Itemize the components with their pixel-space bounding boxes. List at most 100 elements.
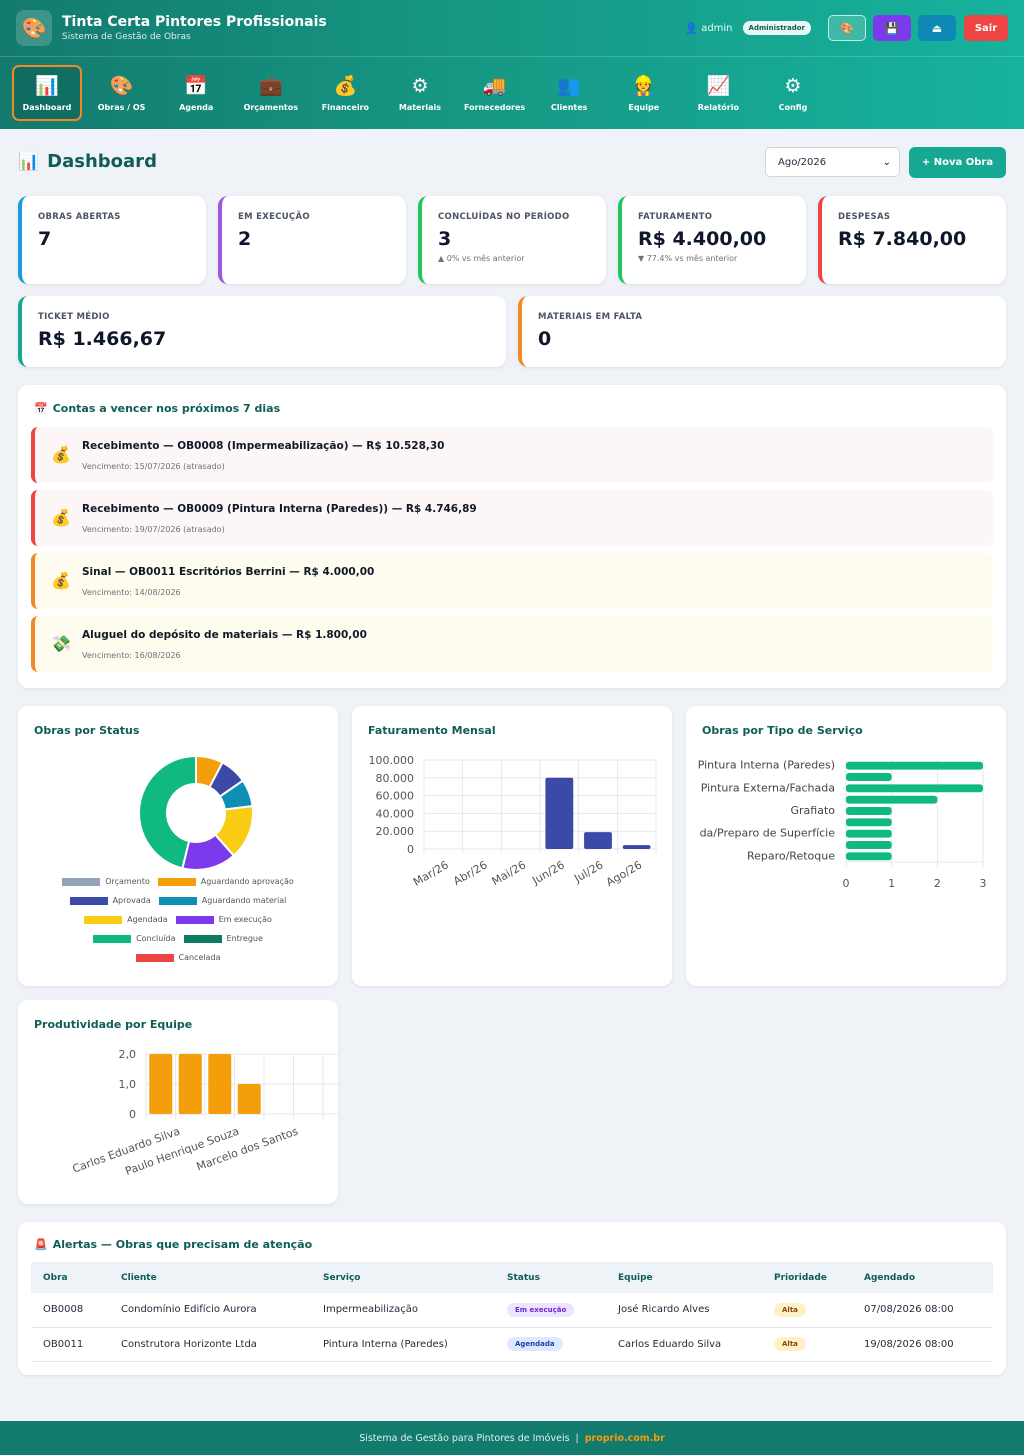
- alerts-title-text: Alertas — Obras que precisam de atenção: [52, 1238, 313, 1251]
- bar[interactable]: [178, 1054, 202, 1114]
- app-title: Tinta Certa Pintores Profissionais: [62, 14, 327, 30]
- footer-separator: |: [575, 1432, 579, 1444]
- nav-label: Fornecedores: [463, 103, 526, 112]
- cell-equipe: Carlos Eduardo Silva: [606, 1327, 762, 1362]
- legend-item[interactable]: Concluída: [93, 934, 176, 943]
- kpi-label: FATURAMENTO: [638, 212, 713, 222]
- legend-item[interactable]: Orçamento: [62, 877, 150, 886]
- nav-item-fornecedores[interactable]: 🚚 Fornecedores: [460, 65, 530, 121]
- nav-icon: 💼: [258, 75, 283, 97]
- new-obra-button[interactable]: + Nova Obra: [909, 147, 1006, 178]
- x-tick-label: Abr/26: [451, 858, 489, 888]
- chevron-down-icon: ⌄: [882, 156, 891, 168]
- legend-label: Entregue: [226, 934, 263, 943]
- bar[interactable]: [846, 852, 892, 861]
- y-tick-label: 0: [129, 1108, 136, 1121]
- x-tick-label: 0: [843, 877, 850, 890]
- bill-item[interactable]: 💰 Recebimento — OB0008 (Impermeabilizaçã…: [31, 427, 993, 483]
- bar[interactable]: [545, 777, 574, 849]
- bar[interactable]: [208, 1054, 232, 1114]
- role-badge: Administrador: [742, 21, 811, 35]
- nav-icon: 📅: [184, 75, 209, 97]
- status-donut-chart: [138, 754, 254, 871]
- bar[interactable]: [846, 773, 892, 781]
- theme-button[interactable]: 🎨: [828, 15, 866, 41]
- bill-due: Vencimento: 16/08/2026: [82, 651, 181, 660]
- kpi-despesas: DESPESAS R$ 7.840,00: [818, 196, 1006, 284]
- legend-item[interactable]: Aguardando material: [158, 896, 286, 905]
- bar[interactable]: [846, 761, 983, 770]
- bill-item[interactable]: 💰 Sinal — OB0011 Escritórios Berrini — R…: [31, 553, 993, 609]
- top-header: 🎨 Tinta Certa Pintores Profissionais Sis…: [0, 0, 1024, 129]
- nav-item-orçamentos[interactable]: 💼 Orçamentos: [236, 65, 306, 121]
- nav-label: Financeiro: [321, 103, 370, 112]
- nav-item-agenda[interactable]: 📅 Agenda: [161, 65, 231, 121]
- nav-item-clientes[interactable]: 👥 Clientes: [534, 65, 604, 121]
- y-tick-label: 2,0: [119, 1048, 137, 1061]
- legend-item[interactable]: Em execução: [175, 915, 272, 924]
- legend-item[interactable]: Entregue: [183, 934, 263, 943]
- col-header: Agendado: [852, 1262, 993, 1293]
- bar[interactable]: [584, 832, 612, 849]
- kpi-faturamento: FATURAMENTO R$ 4.400,00 ▼ 77.4% vs mês a…: [618, 196, 806, 284]
- table-row[interactable]: OB0008 Condomínio Edifício Aurora Imperm…: [31, 1293, 993, 1328]
- legend-item[interactable]: Aprovada: [69, 896, 151, 905]
- x-tick-label: Marcelo dos Santos: [195, 1125, 300, 1174]
- nav-item-materiais[interactable]: ⚙ Materiais: [385, 65, 455, 121]
- status-badge: Agendada: [507, 1337, 563, 1351]
- legend-item[interactable]: Cancelada: [135, 953, 220, 962]
- col-header: Serviço: [311, 1262, 495, 1293]
- nav-label: Orçamentos: [243, 103, 298, 112]
- bar[interactable]: [846, 784, 983, 793]
- brand: 🎨 Tinta Certa Pintores Profissionais Sis…: [16, 10, 327, 46]
- cell-agendado: 19/08/2026 08:00: [852, 1327, 993, 1362]
- pie-slice[interactable]: [138, 754, 197, 870]
- nav-item-dashboard[interactable]: 📊 Dashboard: [12, 65, 82, 121]
- table-row[interactable]: OB0011 Construtora Horizonte Ltda Pintur…: [31, 1327, 993, 1362]
- bill-item[interactable]: 💸 Aluguel do depósito de materiais — R$ …: [31, 616, 993, 672]
- month-select[interactable]: Ago/2026 ⌄: [765, 147, 900, 177]
- nav-item-equipe[interactable]: 👷 Equipe: [609, 65, 679, 121]
- legend-label: Concluída: [136, 934, 176, 943]
- bar[interactable]: [846, 807, 892, 815]
- kpi-value: 7: [38, 228, 52, 250]
- save-button[interactable]: 💾: [873, 15, 911, 41]
- nav-item-config[interactable]: ⚙ Config: [758, 65, 828, 121]
- nav-item-obras-os[interactable]: 🎨 Obras / OS: [87, 65, 157, 121]
- kpi-materiais-falta: MATERIAIS EM FALTA 0: [518, 296, 1006, 367]
- user-info: 👤 admin: [684, 22, 732, 35]
- bar[interactable]: [846, 841, 892, 849]
- kpi-value: 2: [238, 228, 252, 250]
- bar[interactable]: [846, 829, 892, 838]
- x-tick-label: Jul/26: [571, 858, 605, 885]
- legend-item[interactable]: Agendada: [84, 915, 168, 924]
- bar[interactable]: [622, 845, 651, 849]
- status-chart-panel: Obras por Status Orçamento Aguardando apr…: [18, 706, 338, 986]
- status-legend: Orçamento Aguardando aprovação Aprovada Agu…: [34, 872, 322, 967]
- kpi-label: CONCLUÍDAS NO PERÍODO: [438, 212, 570, 222]
- legend-label: Agendada: [127, 915, 168, 924]
- bill-item[interactable]: 💰 Recebimento — OB0009 (Pintura Interna …: [31, 490, 993, 546]
- bill-due: Vencimento: 15/07/2026 (atrasado): [82, 462, 225, 471]
- legend-item[interactable]: Aguardando aprovação: [157, 877, 294, 886]
- user-icon: 👤: [684, 21, 699, 35]
- kpi-value: R$ 7.840,00: [838, 228, 967, 250]
- y-tick-label: Pintura Externa/Fachada: [701, 781, 835, 794]
- legend-row: Concluída Entregue: [34, 929, 322, 948]
- logout-button[interactable]: Sair: [964, 15, 1008, 41]
- bar[interactable]: [846, 795, 938, 804]
- nav-item-relatório[interactable]: 📈 Relatório: [683, 65, 753, 121]
- nav-label: Agenda: [179, 103, 214, 112]
- upload-button[interactable]: ⏏: [918, 15, 956, 41]
- bar[interactable]: [237, 1084, 261, 1114]
- y-tick-label: Reparo/Retoque: [747, 849, 835, 862]
- bar[interactable]: [846, 818, 892, 827]
- nav-item-financeiro[interactable]: 💰 Financeiro: [310, 65, 380, 121]
- bar[interactable]: [149, 1054, 173, 1114]
- cell-status: Agendada: [495, 1327, 606, 1362]
- priority-badge: Alta: [774, 1302, 806, 1317]
- page-title-text: Dashboard: [47, 151, 157, 172]
- footer-link[interactable]: proprio.com.br: [584, 1432, 665, 1444]
- y-tick-label: 100.000: [369, 754, 415, 767]
- kpi-label: OBRAS ABERTAS: [38, 212, 121, 222]
